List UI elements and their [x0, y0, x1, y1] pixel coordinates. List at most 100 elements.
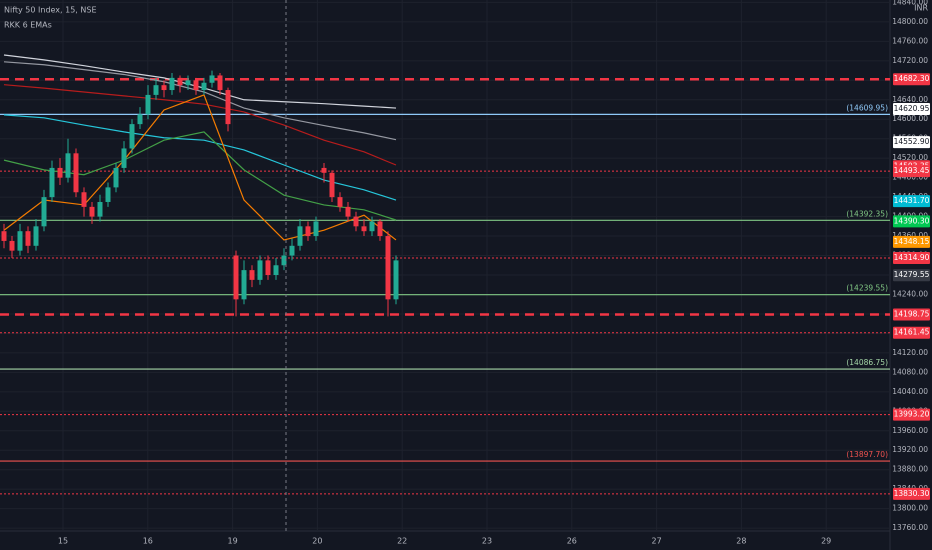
candle-body: [209, 75, 215, 83]
ema-line: [3, 84, 397, 166]
x-tick-label: 29: [821, 537, 831, 546]
candle-body: [81, 192, 87, 207]
price-badge-label: 13830.30: [894, 489, 930, 498]
y-tick-label: 13760.00: [892, 523, 928, 532]
candle-body: [105, 187, 111, 202]
y-tick-label: 14120.00: [892, 348, 928, 357]
candle-body: [257, 260, 263, 280]
candle-body: [185, 80, 191, 86]
y-tick-label: 13880.00: [892, 465, 928, 474]
y-tick-label: 13920.00: [892, 445, 928, 454]
y-tick-label: 14040.00: [892, 387, 928, 396]
candle-body: [161, 85, 167, 91]
level-note: (14609.95): [846, 103, 888, 112]
candle-body: [193, 80, 199, 91]
price-badge: [893, 308, 930, 321]
candle-body: [41, 197, 47, 227]
candle-body: [233, 255, 239, 300]
candle-body: [49, 167, 55, 198]
candle-body: [361, 226, 367, 232]
candle-body: [137, 114, 143, 125]
candle-body: [25, 231, 31, 246]
chart-title: Nifty 50 Index, 15, NSE: [4, 6, 97, 15]
level-note: (14086.75): [846, 358, 888, 367]
price-badge-label: 14493.45: [894, 166, 930, 175]
candle-body: [177, 77, 183, 86]
candle-body: [241, 270, 247, 300]
price-badge-label: 14552.90: [894, 137, 930, 146]
candle-body: [385, 236, 391, 300]
price-badge: [893, 269, 930, 282]
x-tick-label: 27: [652, 537, 662, 546]
candle-body: [65, 153, 71, 178]
price-badge-label: 13993.20: [894, 410, 930, 419]
candle-body: [393, 260, 399, 300]
candle-body: [369, 221, 375, 232]
level-note: (14392.35): [846, 209, 888, 218]
price-badge: [893, 408, 930, 421]
currency: INR: [914, 4, 928, 13]
candle-body: [1, 231, 7, 241]
price-badge: [893, 136, 930, 149]
candle-body: [249, 270, 255, 280]
price-badge-label: 14348.15: [894, 237, 930, 246]
candle-body: [201, 82, 207, 91]
x-tick-label: 20: [312, 537, 322, 546]
y-tick-label: 14640.00: [892, 95, 928, 104]
grid-layer: [0, 0, 890, 531]
price-badge: [893, 235, 930, 248]
candle-body: [377, 221, 383, 237]
price-badge: [893, 195, 930, 208]
x-tick-label: 15: [58, 537, 68, 546]
candle-body: [169, 77, 175, 91]
candle-body: [329, 172, 335, 198]
candle-body: [353, 216, 359, 227]
price-badge-label: 14620.95: [894, 104, 930, 113]
candle-body: [57, 167, 63, 178]
indicator-name: RKK 6 EMAs: [4, 21, 52, 30]
x-tick-label: 23: [482, 537, 492, 546]
x-tick-label: 28: [736, 537, 746, 546]
price-badge-label: 14682.30: [894, 74, 930, 83]
level-note: (14239.55): [846, 284, 888, 293]
y-tick-label: 14080.00: [892, 367, 928, 376]
candle-body: [321, 167, 327, 173]
candle-body: [217, 75, 223, 91]
candle-body: [97, 201, 103, 217]
candles-layer: [1, 70, 399, 317]
x-tick-label: 19: [228, 537, 238, 546]
price-badge: [893, 252, 930, 265]
y-tick-label: 14760.00: [892, 36, 928, 45]
price-badge-label: 14198.75: [894, 310, 930, 319]
x-tick-label: 22: [397, 537, 407, 546]
ema-line: [3, 114, 397, 201]
y-tick-label: 14840.00: [892, 0, 928, 6]
candle-body: [313, 221, 319, 237]
price-badge: [893, 165, 930, 178]
candle-body: [273, 265, 279, 275]
price-badge-label: 14431.70: [894, 196, 930, 205]
y-tick-label: 14600.00: [892, 114, 928, 123]
price-badge: [893, 73, 930, 86]
candle-body: [17, 231, 23, 251]
y-tick-label: 14800.00: [892, 17, 928, 26]
candle-body: [113, 167, 119, 188]
candle-body: [129, 124, 135, 149]
y-tick-label: 14240.00: [892, 289, 928, 298]
y-tick-label: 14360.00: [892, 231, 928, 240]
candle-body: [289, 245, 295, 256]
y-tick-label: 13800.00: [892, 504, 928, 513]
candle-body: [73, 153, 79, 193]
candle-body: [305, 226, 311, 237]
candle-body: [265, 260, 271, 275]
x-tick-label: 16: [143, 537, 153, 546]
emas-layer: [3, 54, 397, 241]
candle-body: [89, 206, 95, 217]
price-badge-label: 14314.90: [894, 253, 930, 262]
price-badge: [893, 487, 930, 500]
candle-body: [345, 206, 351, 217]
axis-layer: 13760.0013800.0013840.0013880.0013920.00…: [58, 0, 930, 546]
candle-body: [153, 85, 159, 95]
y-tick-label: 13960.00: [892, 426, 928, 435]
